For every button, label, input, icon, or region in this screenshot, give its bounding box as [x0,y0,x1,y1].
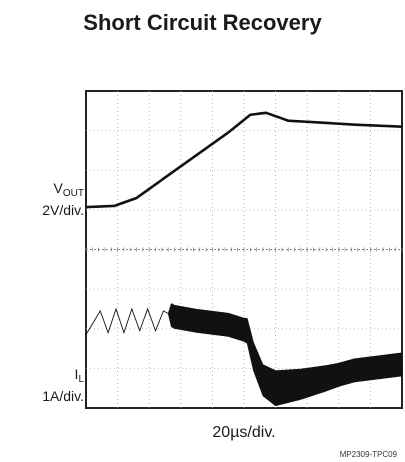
il-trace [85,303,403,407]
il-scale: 1A/div. [42,388,84,404]
vout-name: V [53,180,63,196]
x-axis-label: 20µs/div. [212,424,276,441]
il-label: IL 1A/div. [42,366,84,405]
vout-trace [85,111,403,209]
vout-label: VOUT 2V/div. [42,180,84,219]
chart-title: Short Circuit Recovery [83,10,322,35]
il-subscript: L [78,374,84,385]
figure-id: MP2309-TPC09 [339,450,397,459]
vout-subscript: OUT [62,188,84,199]
il-name: I [74,366,79,382]
vout-scale: 2V/div. [42,202,84,218]
